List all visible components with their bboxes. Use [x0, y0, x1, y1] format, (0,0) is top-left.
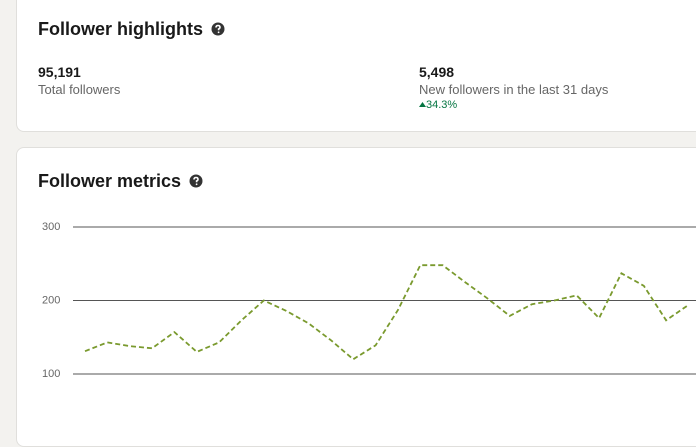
up-arrow: [419, 102, 426, 107]
title-text: Follower highlights: [38, 19, 203, 39]
metrics-title: Follower metrics: [38, 171, 203, 192]
help-icon[interactable]: [211, 22, 225, 36]
change-text: 34.3%: [426, 99, 458, 111]
stat-label: Total followers: [38, 82, 121, 97]
stat-change: 34.3%: [419, 99, 608, 111]
metrics-card: Follower metrics: [16, 147, 696, 447]
line: [84, 264, 690, 361]
chart: 100 200 300: [42, 221, 696, 380]
page: Follower highlights 95,191 Total followe…: [16, 0, 696, 447]
y-tick-label: 200: [42, 294, 60, 306]
title-text: Follower metrics: [38, 171, 182, 191]
stat: 5,498 New followers in the last 31 days …: [419, 64, 608, 111]
help-icon[interactable]: [189, 174, 203, 188]
y-tick-label: 100: [42, 368, 60, 380]
y-tick-label: 300: [42, 221, 60, 233]
highlights-card: Follower highlights 95,191 Total followe…: [16, 0, 696, 132]
highlights-title: Follower highlights: [38, 19, 225, 40]
stat-value: 5,498: [419, 64, 455, 80]
stat: 95,191 Total followers: [38, 64, 120, 97]
stat-label: New followers in the last 31 days: [419, 82, 609, 97]
stat-value: 95,191: [38, 64, 81, 80]
